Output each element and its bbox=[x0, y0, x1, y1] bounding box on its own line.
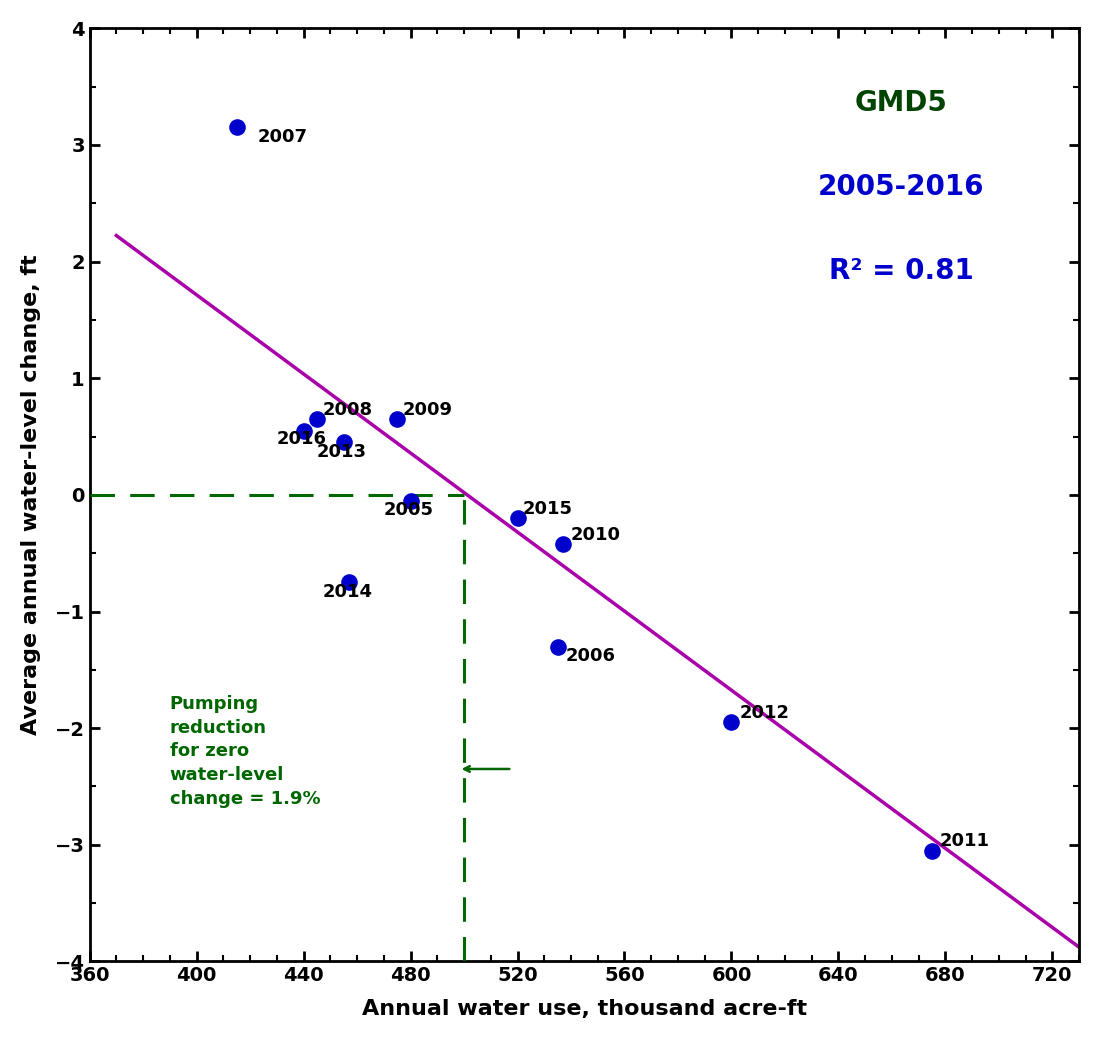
Text: 2007: 2007 bbox=[258, 128, 308, 146]
Point bbox=[228, 120, 245, 136]
X-axis label: Annual water use, thousand acre-ft: Annual water use, thousand acre-ft bbox=[362, 999, 807, 1019]
Y-axis label: Average annual water-level change, ft: Average annual water-level change, ft bbox=[21, 255, 41, 735]
Point bbox=[295, 422, 312, 439]
Text: 2008: 2008 bbox=[322, 400, 373, 419]
Text: R² = 0.81: R² = 0.81 bbox=[828, 257, 974, 285]
Point bbox=[549, 639, 566, 655]
Text: 2011: 2011 bbox=[940, 832, 990, 851]
Point bbox=[923, 842, 940, 859]
Text: 2009: 2009 bbox=[403, 400, 452, 419]
Text: 2005-2016: 2005-2016 bbox=[817, 173, 984, 201]
Text: 2010: 2010 bbox=[571, 525, 621, 544]
Text: Pumping
reduction
for zero
water-level
change = 1.9%: Pumping reduction for zero water-level c… bbox=[169, 696, 320, 808]
Text: GMD5: GMD5 bbox=[855, 89, 947, 116]
Text: 2015: 2015 bbox=[522, 500, 573, 518]
Text: 2016: 2016 bbox=[277, 430, 327, 448]
Text: 2012: 2012 bbox=[739, 704, 790, 722]
Point bbox=[334, 434, 352, 450]
Point bbox=[308, 411, 326, 427]
Text: 2014: 2014 bbox=[322, 582, 372, 601]
Point bbox=[402, 492, 419, 509]
Point bbox=[340, 574, 358, 591]
Point bbox=[554, 536, 572, 552]
Point bbox=[508, 510, 526, 526]
Point bbox=[388, 411, 406, 427]
Point bbox=[723, 714, 740, 731]
Text: 2005: 2005 bbox=[384, 501, 433, 519]
Text: 2006: 2006 bbox=[565, 647, 616, 665]
Text: 2013: 2013 bbox=[317, 443, 367, 461]
